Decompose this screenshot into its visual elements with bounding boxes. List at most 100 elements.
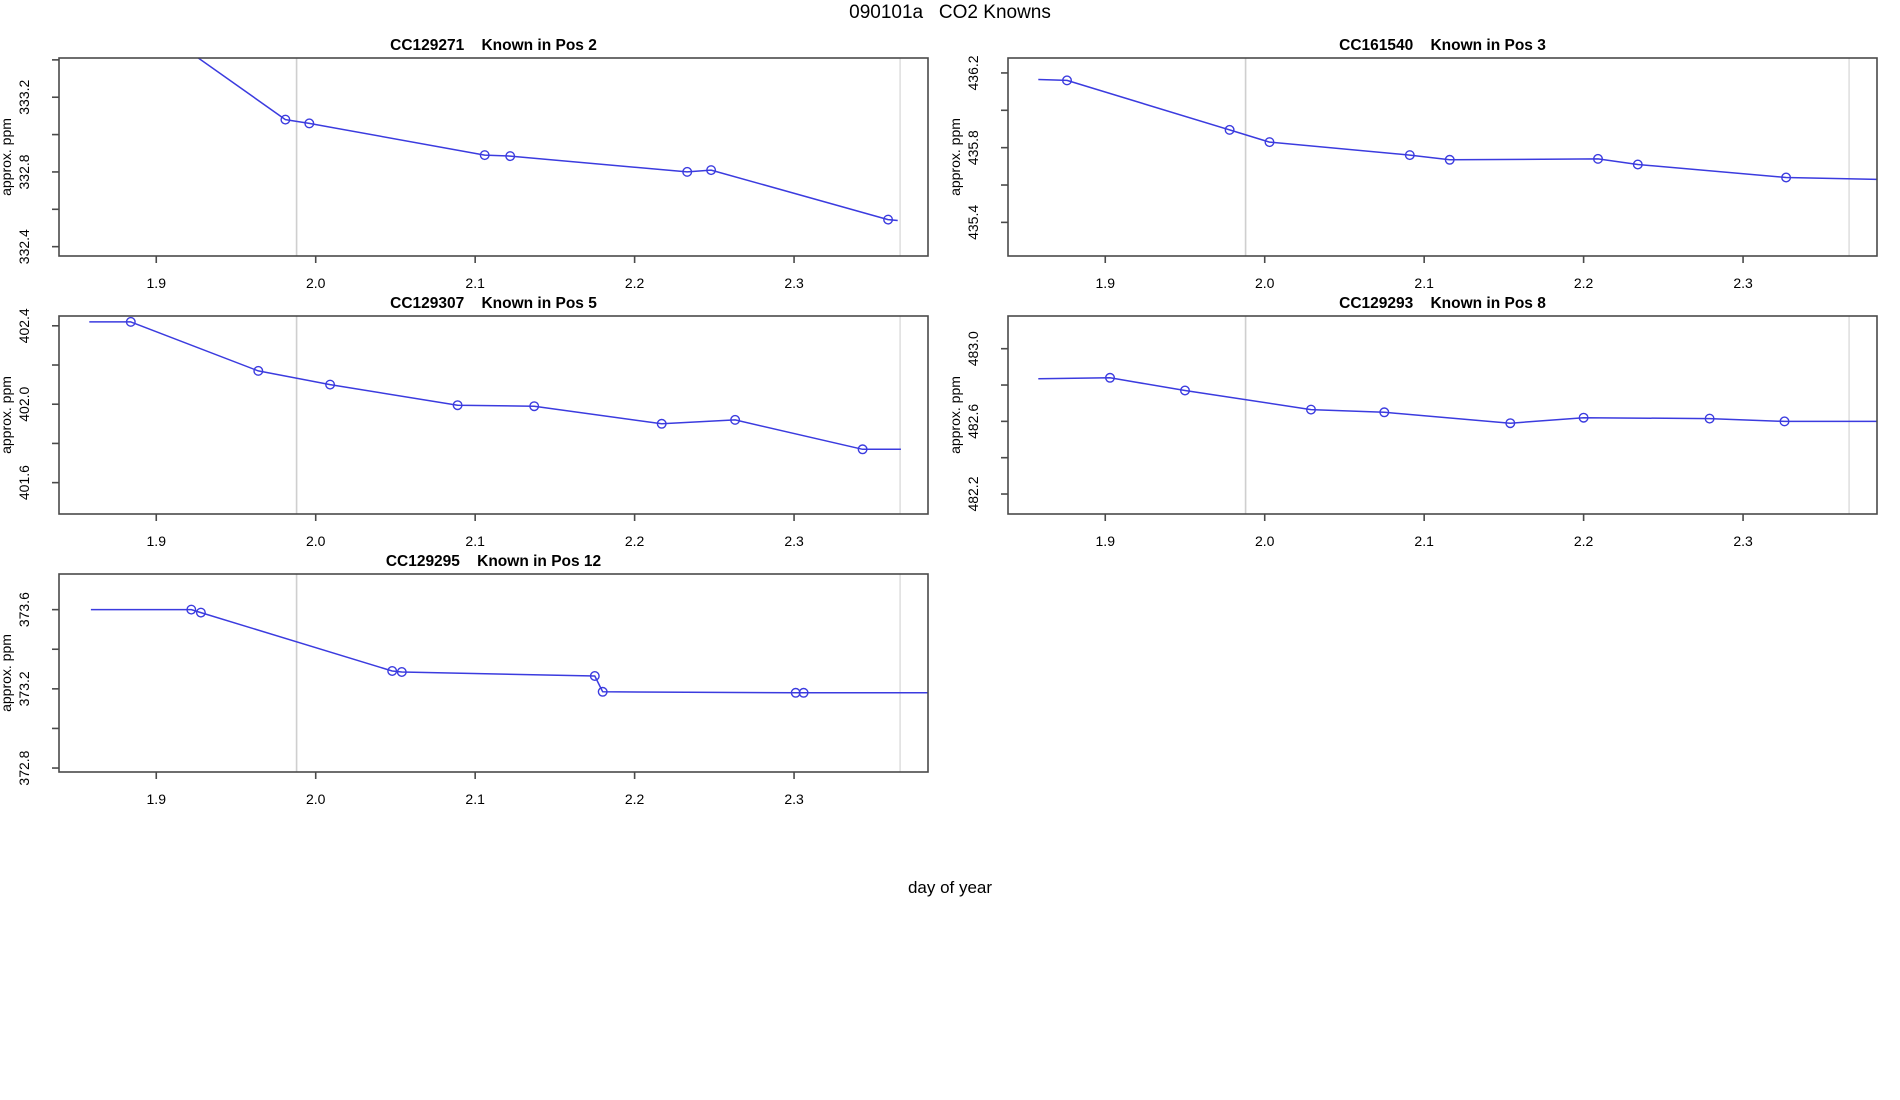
x-tick-label: 2.3	[784, 791, 804, 807]
data-point-marker	[1578, 412, 1589, 423]
data-point-marker	[730, 414, 741, 425]
y-axis-label: approx. ppm	[0, 376, 14, 454]
x-tick-label: 2.2	[625, 533, 645, 549]
plot-title: CC161540 Known in Pos 3	[1339, 37, 1546, 54]
data-point-marker	[656, 418, 667, 429]
x-axis-outer-label: day of year	[907, 878, 993, 897]
series-line	[1038, 78, 1877, 181]
data-point-marker	[505, 151, 516, 162]
data-point-marker	[706, 165, 717, 176]
data-point-marker	[1379, 407, 1390, 418]
x-tick-label: 2.1	[465, 791, 485, 807]
y-axis-label: approx. ppm	[0, 634, 14, 712]
data-point-marker	[1104, 372, 1115, 383]
data-point-marker	[1305, 404, 1316, 415]
data-point-marker	[1592, 153, 1603, 164]
y-tick-label: 373.2	[16, 671, 32, 706]
page-title: 090101a CO2 Knowns	[849, 2, 1051, 23]
data-point-marker	[1179, 385, 1190, 396]
x-tick-label: 1.9	[147, 275, 167, 291]
x-tick-label: 2.0	[1255, 275, 1275, 291]
series-line	[196, 58, 898, 222]
data-point-marker	[682, 166, 693, 177]
x-tick-label: 2.2	[625, 791, 645, 807]
data-point-marker	[325, 379, 336, 390]
y-tick-label: 402.0	[16, 386, 32, 421]
data-point-marker	[1404, 150, 1415, 161]
data-point-marker	[1444, 154, 1455, 165]
x-tick-label: 2.0	[1255, 533, 1275, 549]
x-tick-label: 2.3	[1733, 275, 1753, 291]
x-tick-label: 2.1	[465, 533, 485, 549]
x-tick-label: 2.0	[306, 791, 326, 807]
y-tick-label: 332.8	[16, 154, 32, 189]
plot-title: CC129307 Known in Pos 5	[390, 295, 597, 312]
data-point-marker	[304, 118, 315, 129]
x-tick-label: 2.2	[1574, 275, 1594, 291]
y-tick-label: 401.6	[16, 465, 32, 500]
data-point-marker	[1704, 413, 1715, 424]
y-axis-label: approx. ppm	[947, 376, 963, 454]
plot-box-border	[1007, 315, 1878, 515]
data-point-marker	[1061, 75, 1072, 86]
data-point-marker	[798, 687, 809, 698]
x-tick-label: 2.3	[784, 533, 804, 549]
y-tick-label: 373.6	[16, 592, 32, 627]
data-point-marker	[195, 607, 206, 618]
plot-box-border	[58, 573, 929, 773]
x-tick-label: 1.9	[1096, 533, 1116, 549]
x-tick-label: 1.9	[147, 791, 167, 807]
plot-box-border	[58, 315, 929, 515]
data-point-marker	[1779, 416, 1790, 427]
y-tick-label: 436.2	[965, 55, 981, 90]
data-point-marker	[125, 316, 136, 327]
data-point-marker	[1632, 159, 1643, 170]
data-point-marker	[883, 214, 894, 225]
y-axis-label: approx. ppm	[0, 118, 14, 196]
data-point-marker	[790, 687, 801, 698]
series-line	[89, 321, 901, 451]
y-tick-label: 482.6	[965, 404, 981, 439]
data-point-marker	[589, 671, 600, 682]
plot-title: CC129271 Known in Pos 2	[390, 37, 597, 54]
y-tick-label: 482.2	[965, 476, 981, 511]
data-point-marker	[1505, 418, 1516, 429]
x-tick-label: 2.1	[1414, 533, 1434, 549]
x-tick-label: 1.9	[1096, 275, 1116, 291]
y-tick-label: 332.4	[16, 229, 32, 264]
data-point-marker	[857, 444, 868, 455]
x-tick-label: 2.1	[465, 275, 485, 291]
y-tick-label: 483.0	[965, 331, 981, 366]
x-tick-label: 2.2	[625, 275, 645, 291]
data-point-marker	[1781, 172, 1792, 183]
y-tick-label: 435.8	[965, 130, 981, 165]
y-tick-label: 372.8	[16, 750, 32, 785]
data-point-marker	[529, 401, 540, 412]
x-tick-label: 2.2	[1574, 533, 1594, 549]
data-point-marker	[280, 114, 291, 125]
series-line	[90, 608, 928, 694]
subplot-cc161540: 1.9 2.0 2.1 2.2 2.3 435.4 435.8 436.2 approx. pp…	[947, 37, 1878, 291]
y-tick-label: 402.4	[16, 308, 32, 343]
y-tick-label: 435.4	[965, 205, 981, 240]
x-tick-label: 2.0	[306, 275, 326, 291]
data-point-marker	[396, 667, 407, 678]
data-point-marker	[186, 604, 197, 615]
data-point-marker	[1224, 124, 1235, 135]
data-point-marker	[479, 150, 490, 161]
data-point-marker	[452, 400, 463, 411]
x-tick-label: 2.1	[1414, 275, 1434, 291]
y-tick-label: 333.2	[16, 80, 32, 115]
data-point-marker	[253, 365, 264, 376]
subplot-cc129307: 1.9 2.0 2.1 2.2 2.3 401.6 402.0 402.4 approx. pp…	[0, 295, 929, 549]
data-point-marker	[597, 686, 608, 697]
plot-box-border	[58, 57, 929, 257]
x-tick-label: 2.3	[1733, 533, 1753, 549]
x-tick-label: 2.0	[306, 533, 326, 549]
x-tick-label: 1.9	[147, 533, 167, 549]
data-point-marker	[1264, 137, 1275, 148]
x-tick-label: 2.3	[784, 275, 804, 291]
